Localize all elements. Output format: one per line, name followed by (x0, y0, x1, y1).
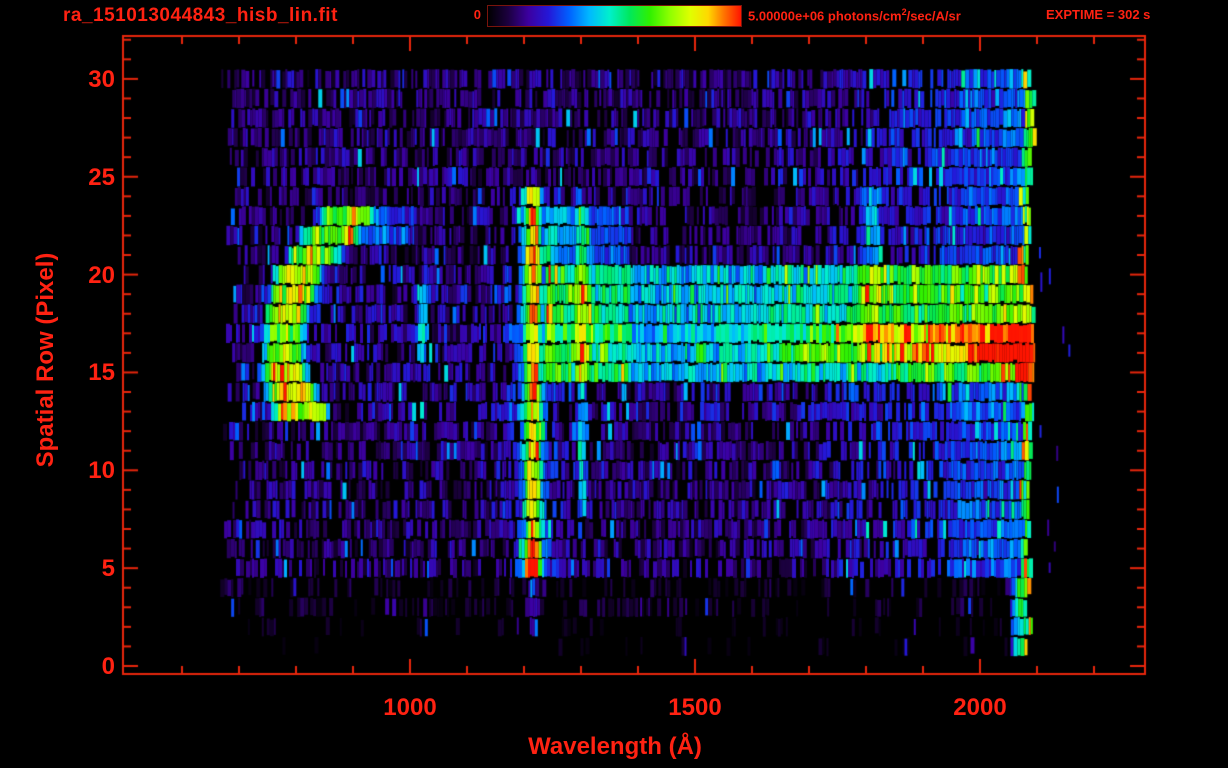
colorbar-units-suffix: /sec/A/sr (906, 8, 961, 24)
y-tick-label: 30 (88, 65, 115, 93)
colorbar (487, 5, 742, 27)
colorbar-units-superscript: 2 (901, 7, 907, 17)
colorbar-max-units-label: 5.00000e+06 photons/cm2/sec/A/sr (748, 7, 961, 23)
y-tick-label: 15 (88, 359, 115, 387)
file-title: ra_151013044843_hisb_lin.fit (63, 5, 338, 26)
x-tick-label: 1500 (668, 694, 722, 721)
y-tick-label: 0 (101, 653, 115, 680)
y-tick-label: 10 (88, 457, 115, 485)
exptime-label: EXPTIME = 302 s (1046, 7, 1151, 22)
x-tick-label: 1000 (383, 694, 437, 721)
y-tick-label: 5 (101, 555, 115, 583)
colorbar-units-prefix: photons/cm (824, 8, 902, 24)
colorbar-min-label: 0 (473, 7, 481, 22)
y-tick-label: 25 (88, 163, 115, 191)
y-tick-label: 20 (88, 261, 115, 289)
x-axis-title: Wavelength (Å) (528, 733, 702, 760)
y-axis-title: Spatial Row (Pixel) (32, 252, 59, 468)
colorbar-max-value: 5.00000e+06 (748, 8, 825, 24)
x-tick-label: 2000 (953, 694, 1007, 721)
